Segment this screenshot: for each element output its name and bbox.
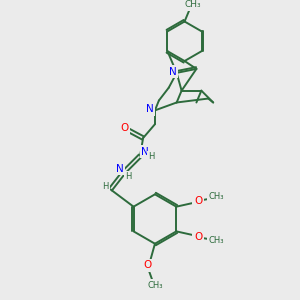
Text: H: H: [125, 172, 131, 181]
Text: H: H: [102, 182, 109, 191]
Text: O: O: [120, 123, 128, 133]
Text: CH₃: CH₃: [184, 0, 201, 9]
Text: CH₃: CH₃: [208, 236, 224, 245]
Text: N: N: [146, 104, 154, 114]
Text: O: O: [194, 196, 202, 206]
Text: H: H: [148, 152, 154, 161]
Text: N: N: [169, 67, 177, 77]
Text: N: N: [141, 147, 149, 157]
Text: O: O: [194, 232, 202, 242]
Text: N: N: [116, 164, 123, 174]
Text: CH₃: CH₃: [208, 192, 224, 201]
Text: O: O: [143, 260, 151, 270]
Text: CH₃: CH₃: [147, 281, 163, 290]
